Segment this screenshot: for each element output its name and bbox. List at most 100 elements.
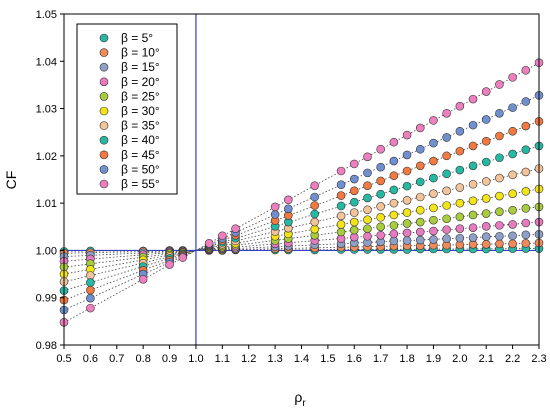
x-tick-label: 2.0 <box>452 353 467 365</box>
data-point <box>442 234 451 243</box>
data-point <box>468 196 478 206</box>
data-point <box>389 171 399 181</box>
data-point <box>336 180 346 190</box>
data-point <box>389 229 399 239</box>
data-point <box>376 213 385 222</box>
data-point <box>415 235 425 245</box>
data-point <box>389 198 399 208</box>
data-point <box>310 209 319 219</box>
data-point <box>481 194 491 203</box>
legend-marker <box>99 33 109 43</box>
data-point <box>468 94 478 104</box>
legend-label: β = 40° <box>121 133 160 147</box>
x-tick-label: 2.2 <box>505 353 520 365</box>
data-point <box>86 303 95 313</box>
data-point <box>336 227 346 237</box>
legend-label: β = 15° <box>121 60 160 74</box>
legend-label: β = 55° <box>121 177 160 191</box>
data-point <box>495 221 504 230</box>
data-point <box>468 161 478 171</box>
data-point <box>429 189 438 198</box>
legend-label: β = 30° <box>121 104 160 118</box>
data-point <box>349 159 359 169</box>
trend-line <box>63 62 540 323</box>
data-point <box>402 236 412 245</box>
y-tick-label: 0.99 <box>36 293 57 305</box>
data-point <box>429 203 438 213</box>
legend-marker <box>99 135 109 145</box>
data-point <box>86 278 95 287</box>
data-point <box>521 97 531 106</box>
data-point <box>336 201 346 211</box>
data-point <box>349 197 359 207</box>
legend-label: β = 50° <box>121 162 160 176</box>
legend-label: β = 25° <box>121 89 160 103</box>
legend-label: β = 45° <box>121 148 160 162</box>
data-point <box>495 191 504 201</box>
data-point <box>455 198 465 208</box>
data-point <box>442 214 451 224</box>
x-axis-title-subscript: r <box>302 398 306 409</box>
legend-marker <box>99 92 109 101</box>
data-point <box>455 233 465 243</box>
y-tick-label: 1.02 <box>36 151 57 163</box>
data-point <box>376 144 385 154</box>
data-point <box>521 145 531 155</box>
data-point <box>521 230 531 240</box>
data-point <box>349 217 359 227</box>
trend-line <box>63 221 540 262</box>
data-point <box>310 217 319 227</box>
data-point <box>310 181 319 190</box>
x-tick-label: 1.1 <box>215 353 230 365</box>
y-tick-label: 1.05 <box>36 9 57 21</box>
legend-marker <box>99 48 109 57</box>
data-point <box>521 239 531 248</box>
x-tick-label: 1.7 <box>373 353 388 365</box>
data-point <box>415 177 425 187</box>
data-point <box>481 115 491 124</box>
data-point <box>349 174 359 184</box>
data-point <box>495 207 504 216</box>
data-point <box>455 224 465 233</box>
data-point <box>481 87 491 96</box>
data-point <box>468 179 478 189</box>
x-tick-label: 1.0 <box>188 353 203 365</box>
data-point <box>455 146 465 156</box>
data-point <box>363 224 372 233</box>
data-point <box>86 293 95 303</box>
y-tick-label: 1.03 <box>36 104 57 116</box>
data-point <box>495 239 504 249</box>
y-axis: 0.98 0.99 1.00 1.01 1.02 1.03 1.04 1.05 <box>36 9 64 352</box>
data-point <box>481 222 491 231</box>
data-point <box>336 211 346 221</box>
legend-label: β = 35° <box>121 119 160 133</box>
data-point <box>402 166 412 176</box>
y-tick-label: 1.04 <box>36 56 57 68</box>
data-point <box>349 225 359 235</box>
x-tick-label: 0.8 <box>136 353 151 365</box>
data-point <box>165 260 174 269</box>
y-tick-label: 0.98 <box>36 340 57 352</box>
data-point <box>442 186 451 196</box>
data-point <box>508 220 517 229</box>
legend: β = 5°β = 10°β = 15°β = 20°β = 25°β = 30… <box>76 23 178 195</box>
data-point <box>508 189 517 198</box>
legend-label: β = 5° <box>121 31 153 45</box>
y-tick-label: 1.01 <box>36 198 57 210</box>
data-point <box>508 170 517 180</box>
data-point <box>284 195 293 205</box>
data-point <box>402 208 412 217</box>
x-tick-label: 1.6 <box>347 353 362 365</box>
data-point <box>402 150 412 160</box>
data-point <box>284 204 293 214</box>
data-point <box>415 161 425 171</box>
data-point <box>376 230 385 240</box>
data-point <box>376 189 385 199</box>
data-point <box>495 131 504 141</box>
data-point <box>481 136 491 146</box>
data-point <box>495 231 504 241</box>
data-point <box>363 181 372 190</box>
data-point <box>178 253 188 262</box>
data-point <box>429 116 438 125</box>
